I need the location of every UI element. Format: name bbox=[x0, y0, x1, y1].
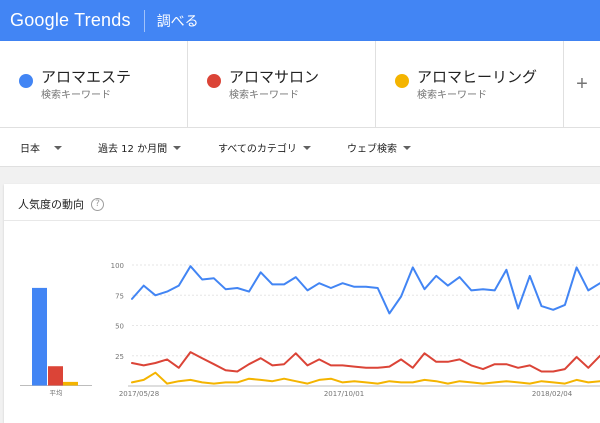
category-label: すべてのカテゴリ bbox=[218, 144, 297, 155]
header-divider bbox=[143, 9, 145, 32]
x-tick-label: 2017/10/01 bbox=[324, 390, 364, 398]
period-dropdown[interactable]: 過去 12 か月間 bbox=[98, 140, 182, 155]
term-name: アロマヒーリング bbox=[417, 68, 538, 86]
y-tick-label: 75 bbox=[115, 292, 124, 300]
region-label: 日本 bbox=[20, 144, 40, 155]
add-comparison-button[interactable]: + bbox=[564, 41, 600, 127]
compare-terms-bar: アロマエステ 検索キーワード アロマサロン 検索キーワード アロマヒーリング 検… bbox=[0, 41, 600, 127]
term-type: 検索キーワード bbox=[417, 90, 487, 101]
term-card-1[interactable]: アロマエステ 検索キーワード bbox=[0, 41, 188, 127]
x-tick-label: 2018/02/04 bbox=[532, 390, 573, 398]
search-type-dropdown[interactable]: ウェブ検索 bbox=[347, 140, 411, 155]
category-dropdown[interactable]: すべてのカテゴリ bbox=[218, 140, 311, 155]
yellow-dot-icon bbox=[395, 74, 409, 88]
period-label: 過去 12 か月間 bbox=[98, 144, 168, 155]
plus-icon: + bbox=[576, 72, 588, 95]
card-divider bbox=[4, 220, 600, 221]
series-line-1 bbox=[131, 265, 600, 315]
filter-bar: 日本 過去 12 か月間 すべてのカテゴリ ウェブ検索 bbox=[0, 127, 600, 167]
y-tick-label: 50 bbox=[115, 323, 124, 331]
caret-down-icon bbox=[403, 145, 411, 150]
search-type-label: ウェブ検索 bbox=[347, 144, 397, 155]
term-card-2[interactable]: アロマサロン 検索キーワード bbox=[188, 41, 376, 127]
term-name: アロマエステ bbox=[41, 68, 132, 86]
region-dropdown[interactable]: 日本 bbox=[20, 140, 62, 155]
series-line-2 bbox=[131, 351, 600, 373]
interest-over-time-card: 人気度の動向 ? 100 75 50 25 2017/05/28 2017/10/01 20… bbox=[4, 184, 600, 423]
interest-chart[interactable]: 100 75 50 25 2017/05/28 2017/10/01 2018/02/04 平… bbox=[4, 184, 600, 423]
average-label: 平均 bbox=[50, 388, 64, 397]
y-tick-label: 100 bbox=[111, 262, 124, 270]
blue-dot-icon bbox=[19, 74, 33, 88]
app-header: Google Trends 調べる bbox=[0, 0, 600, 41]
term-name: アロマサロン bbox=[229, 68, 320, 86]
term-card-3[interactable]: アロマヒーリング 検索キーワード bbox=[376, 41, 564, 127]
card-title-text: 人気度の動向 bbox=[18, 198, 84, 211]
google-trends-logo[interactable]: Google Trends bbox=[10, 10, 131, 30]
help-icon[interactable]: ? bbox=[91, 197, 104, 211]
caret-down-icon bbox=[173, 145, 182, 150]
red-dot-icon bbox=[207, 74, 221, 88]
series-line-3 bbox=[131, 371, 600, 385]
y-tick-label: 25 bbox=[115, 353, 124, 361]
average-bar-1 bbox=[32, 287, 47, 386]
explore-title: 調べる bbox=[156, 13, 199, 30]
average-bar-3 bbox=[63, 381, 78, 386]
x-tick-label: 2017/05/28 bbox=[119, 390, 159, 398]
term-type: 検索キーワード bbox=[41, 90, 111, 101]
average-bar-2 bbox=[48, 366, 63, 386]
card-title: 人気度の動向 ? bbox=[18, 196, 104, 212]
caret-down-icon bbox=[302, 145, 311, 150]
caret-down-icon bbox=[54, 145, 62, 150]
term-type: 検索キーワード bbox=[229, 90, 299, 101]
